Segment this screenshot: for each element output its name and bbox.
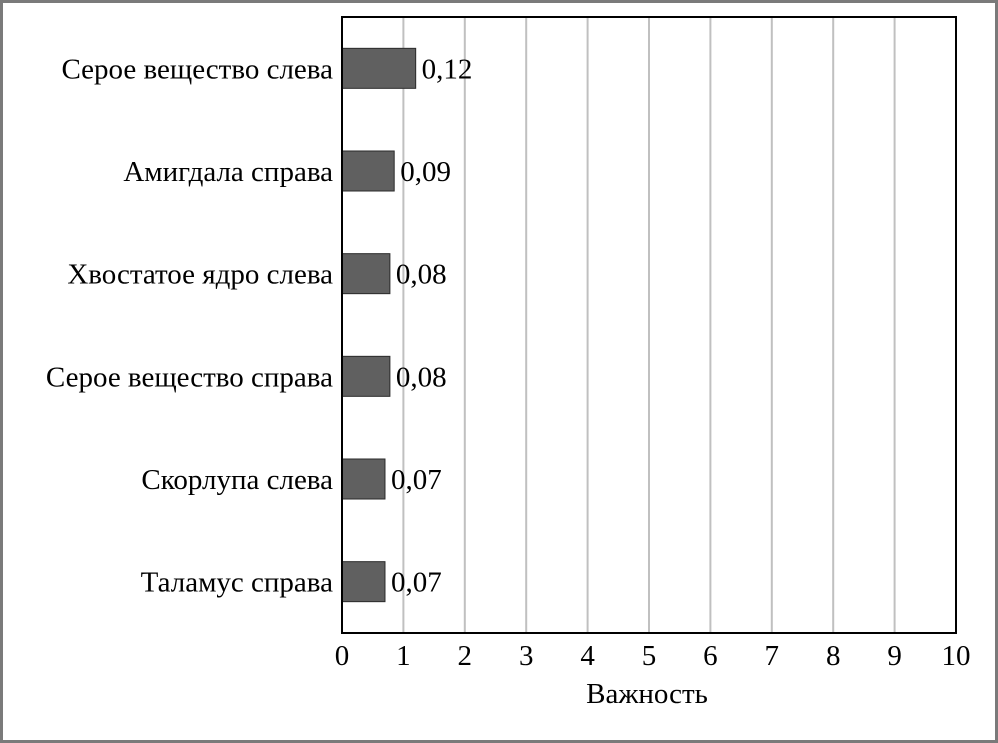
x-tick-label: 9 (887, 640, 902, 672)
category-label: Амигдала справа (123, 156, 333, 188)
x-tick-label: 6 (703, 640, 718, 672)
data-labels: 0,12 0,09 0,08 0,08 0,07 0,07 (391, 53, 472, 598)
plot-area-border (341, 16, 957, 634)
x-tick-label: 1 (396, 640, 411, 672)
x-tick-label: 3 (519, 640, 534, 672)
x-tick-label: 0 (335, 640, 350, 672)
data-label: 0,08 (396, 259, 447, 291)
x-tick-label: 4 (580, 640, 595, 672)
x-tick-label: 5 (642, 640, 657, 672)
bar (341, 253, 391, 295)
bar (341, 150, 395, 192)
category-label: Хвостатое ядро слева (67, 259, 333, 291)
data-label: 0,12 (422, 53, 473, 85)
x-axis-title: Важность (586, 678, 708, 710)
data-label: 0,07 (391, 464, 442, 496)
bar (341, 47, 417, 89)
category-labels: Серое вещество слева Амигдала справа Хвост… (46, 53, 333, 598)
category-label: Таламус справа (141, 567, 334, 599)
x-tick-label: 8 (826, 640, 841, 672)
bar (341, 355, 391, 397)
x-tick-label: 7 (765, 640, 780, 672)
data-label: 0,09 (400, 156, 451, 188)
bars (341, 47, 417, 603)
category-label: Скорлупа слева (141, 464, 333, 496)
data-label: 0,07 (391, 567, 442, 599)
category-label: Серое вещество слева (61, 53, 333, 85)
x-tick-labels: 0 1 2 3 4 5 6 7 8 9 10 (335, 640, 971, 672)
category-label: Серое вещество справа (46, 361, 333, 393)
x-tick-label: 2 (458, 640, 473, 672)
grid-lines (402, 17, 896, 633)
bar (341, 458, 386, 500)
x-tick-label: 10 (942, 640, 971, 672)
data-label: 0,08 (396, 361, 447, 393)
bar (341, 561, 386, 603)
